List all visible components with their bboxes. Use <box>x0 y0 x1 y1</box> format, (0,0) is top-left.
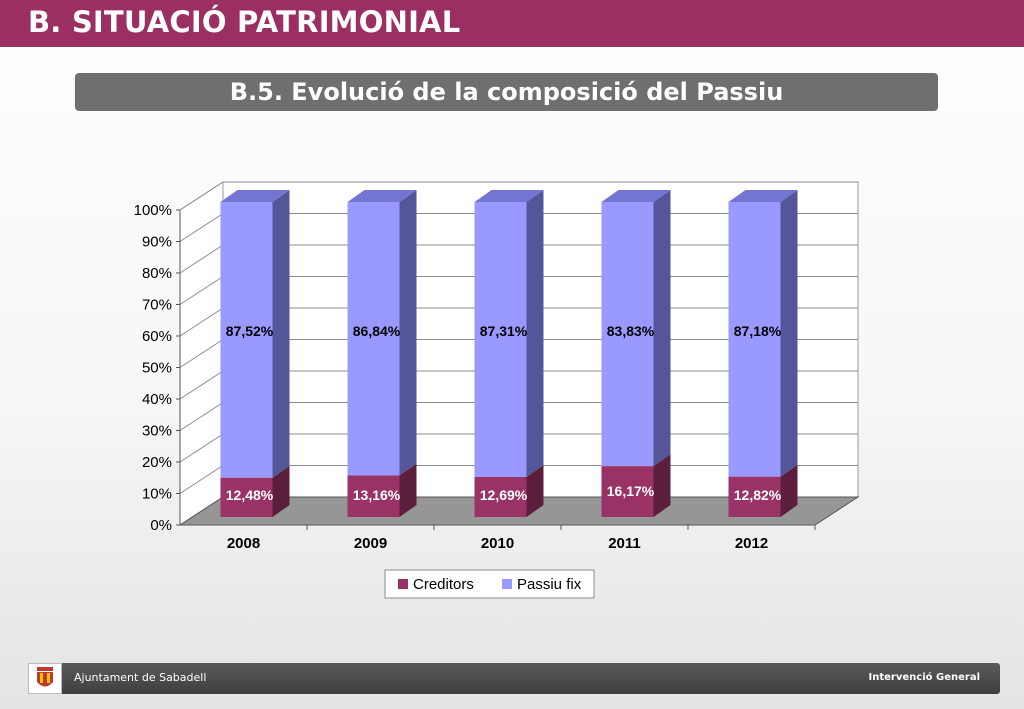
bar-side-face <box>399 190 417 476</box>
data-label: 87,52% <box>226 323 274 339</box>
bar-segment-passiu-fix <box>220 202 273 478</box>
bar-segment-creditors <box>220 477 273 517</box>
y-tick-label: 50% <box>142 360 172 377</box>
bar-segment-creditors <box>474 477 527 517</box>
subtitle-bar: B.5. Evolució de la composició del Passi… <box>75 73 938 111</box>
x-tick-label: 2011 <box>608 535 641 552</box>
footer-bar: Ajuntament de Sabadell Intervenció Gener… <box>28 663 1000 694</box>
x-tick-label: 2012 <box>735 535 768 552</box>
y-tick-label: 20% <box>142 454 172 471</box>
bar-segment-passiu-fix <box>601 202 654 467</box>
bar-side-face <box>653 454 671 517</box>
y-tick-label: 100% <box>134 202 172 219</box>
bar-segment-creditors <box>347 475 400 517</box>
x-tick-label: 2008 <box>227 535 260 552</box>
top-banner: B. SITUACIÓ PATRIMONIAL <box>0 0 1024 47</box>
bar-top-face <box>220 190 290 202</box>
data-label: 13,16% <box>353 487 401 503</box>
bar-segment-creditors <box>728 476 781 517</box>
data-label: 83,83% <box>607 323 655 339</box>
data-label: 12,82% <box>734 487 782 503</box>
y-tick-label: 80% <box>142 265 172 282</box>
bar-top-face <box>601 190 671 202</box>
bar-side-face <box>653 190 671 467</box>
legend-swatch <box>398 579 408 589</box>
legend-swatch <box>502 579 512 589</box>
bar-segment-passiu-fix <box>728 202 781 477</box>
gridline <box>179 181 858 211</box>
footer-department: Intervenció General <box>868 672 980 683</box>
y-tick-label: 60% <box>142 328 172 345</box>
bar-side-face <box>780 190 798 477</box>
legend-label: Creditors <box>413 576 474 593</box>
city-crest-logo <box>28 663 62 694</box>
y-tick-label: 0% <box>150 517 172 534</box>
chart-legend: Creditors Passiu fix <box>384 569 595 599</box>
legend-box <box>384 569 595 599</box>
legend-label: Passiu fix <box>517 576 582 593</box>
bar-side-face <box>272 465 290 517</box>
bar-segment-passiu-fix <box>347 202 400 476</box>
page-title: B. SITUACIÓ PATRIMONIAL <box>28 5 461 39</box>
bar-segment-passiu-fix <box>474 202 527 477</box>
chart-subtitle: B.5. Evolució de la composició del Passi… <box>229 78 784 106</box>
bar-top-face <box>474 190 544 202</box>
data-label: 87,31% <box>480 323 528 339</box>
footer-organization: Ajuntament de Sabadell <box>74 671 207 684</box>
data-label: 12,69% <box>480 487 528 503</box>
data-label: 12,48% <box>226 487 274 503</box>
y-tick-label: 30% <box>142 423 172 440</box>
bar-top-face <box>347 190 417 202</box>
bar-side-face <box>272 190 290 478</box>
y-tick-label: 40% <box>142 391 172 408</box>
bar-side-face <box>780 464 798 517</box>
bar-top-face <box>728 190 798 202</box>
bar-side-face <box>399 463 417 517</box>
y-tick-label: 90% <box>142 234 172 251</box>
bar-segment-creditors <box>601 466 654 517</box>
bar-side-face <box>526 190 544 477</box>
data-label: 86,84% <box>353 323 401 339</box>
data-label: 16,17% <box>607 483 655 499</box>
x-tick-label: 2010 <box>481 535 514 552</box>
x-tick-label: 2009 <box>354 535 387 552</box>
y-tick-label: 70% <box>142 297 172 314</box>
bar-side-face <box>526 465 544 517</box>
data-label: 87,18% <box>734 323 782 339</box>
y-tick-label: 10% <box>142 486 172 503</box>
